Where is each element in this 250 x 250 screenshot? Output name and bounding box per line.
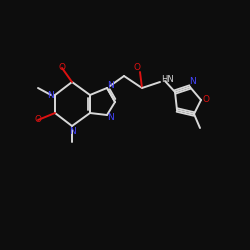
Text: N: N [108, 80, 114, 90]
Text: N: N [189, 78, 196, 86]
Text: N: N [68, 126, 75, 136]
Text: O: O [134, 62, 140, 72]
Text: N: N [46, 90, 54, 100]
Text: O: O [34, 116, 42, 124]
Text: O: O [202, 96, 209, 104]
Text: N: N [108, 114, 114, 122]
Text: O: O [58, 64, 66, 72]
Text: HN: HN [160, 74, 173, 84]
